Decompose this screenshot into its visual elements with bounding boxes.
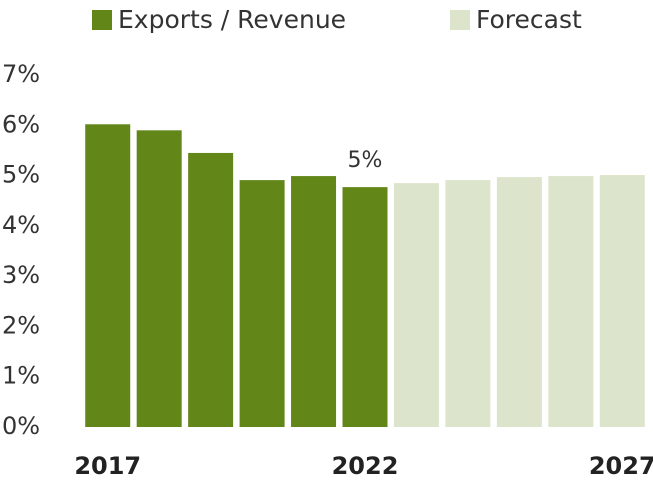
bar [496,177,542,427]
bar [548,176,594,427]
y-tick-label: 4% [2,211,40,239]
legend-swatch [92,10,112,30]
bar [291,176,337,427]
bar [342,187,388,427]
bar [136,130,182,428]
legend-label: Exports / Revenue [118,5,346,34]
bar [239,180,285,427]
bar [599,175,645,427]
legend-swatch [450,10,470,30]
legend-label: Forecast [476,5,582,34]
y-tick-label: 1% [2,362,40,390]
y-tick-label: 5% [2,161,40,189]
x-tick-label: 2027 [589,452,653,480]
y-tick-label: 6% [2,110,40,138]
x-tick-label: 2022 [332,452,399,480]
bar [85,124,131,427]
y-tick-label: 2% [2,311,40,339]
y-tick-label: 3% [2,261,40,289]
data-label: 5% [348,148,383,173]
x-tick-label: 2017 [74,452,141,480]
y-tick-label: 0% [2,412,40,440]
bar [188,152,234,427]
bar [445,180,491,427]
bar [393,183,439,427]
y-tick-label: 7% [2,60,40,88]
